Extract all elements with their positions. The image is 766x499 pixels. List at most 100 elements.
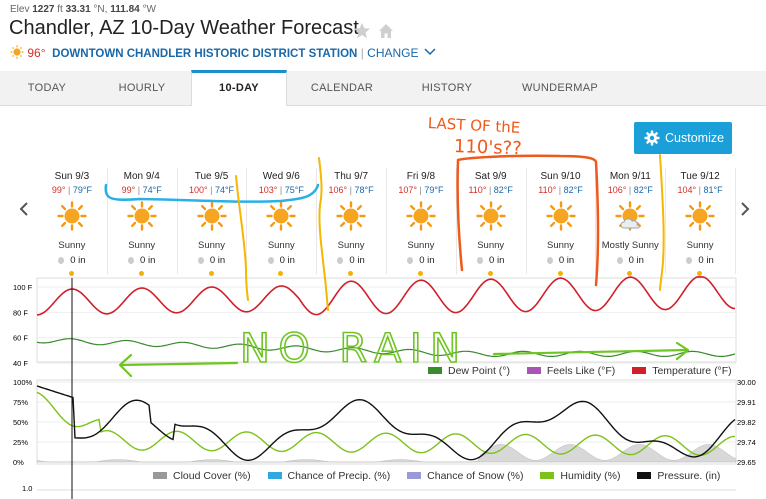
low-temp: 81°F xyxy=(703,185,723,195)
low-temp: 82°F xyxy=(563,185,583,195)
pct-chart-legend: Cloud Cover (%) Chance of Precip. (%) Ch… xyxy=(153,470,720,482)
low-temp: 74°F xyxy=(142,185,162,195)
legend-feels-like[interactable]: Feels Like (°F) xyxy=(526,365,615,377)
low-temp: 79°F xyxy=(424,185,444,195)
high-temp: 99° xyxy=(51,185,66,195)
legend-chance-of-precip[interactable]: Chance of Precip. (%) xyxy=(267,470,390,482)
day-card[interactable]: Tue 9/5 100° | 74°F Sunny 0 in xyxy=(177,168,248,276)
tab-wundermap[interactable]: WUNDERMAP xyxy=(521,82,599,94)
day-name: Wed 9/6 xyxy=(262,171,300,182)
day-card[interactable]: Mon 9/4 99° | 74°F Sunny 0 in xyxy=(107,168,178,276)
humidity-line xyxy=(36,391,736,456)
low-temp: 82°F xyxy=(493,185,513,195)
day-precip: 0 in xyxy=(665,255,735,266)
pct-axis-tick-label: 25% xyxy=(13,438,28,447)
day-temps: 99° | 74°F xyxy=(121,185,162,195)
day-condition: Sunny xyxy=(267,240,295,251)
day-forecast-strip: Sun 9/3 99° | 79°F Sunny 0 in Mon 9/4 99° | 7… xyxy=(37,168,736,276)
legend-temperature[interactable]: Temperature (°F) xyxy=(632,365,732,377)
chevron-down-icon xyxy=(424,48,436,56)
day-name: Thu 9/7 xyxy=(334,171,369,182)
day-marker xyxy=(69,271,74,276)
temp-axis-tick-label: 60 F xyxy=(13,334,28,343)
day-temps: 110° | 82°F xyxy=(468,185,513,195)
day-temps: 106° | 82°F xyxy=(607,185,653,195)
prev-days-arrow[interactable] xyxy=(19,200,29,221)
annotation-last-of-the: LAST OF thE xyxy=(427,114,520,137)
raindrop-icon xyxy=(337,257,344,264)
customize-button[interactable]: Customize xyxy=(634,122,732,154)
station-name[interactable]: DOWNTOWN CHANDLER HISTORIC DISTRICT STAT… xyxy=(52,48,358,60)
high-temp: 100° xyxy=(188,185,208,195)
sun-icon xyxy=(127,201,157,231)
day-card[interactable]: Sat 9/9 110° | 82°F Sunny 0 in xyxy=(456,168,527,276)
day-temps: 110° | 82°F xyxy=(538,185,583,195)
temperature-line xyxy=(36,276,736,316)
gear-icon xyxy=(644,130,660,146)
temp-chart-legend: Dew Point (°) Feels Like (°F) Temperatur… xyxy=(428,365,732,377)
day-marker xyxy=(278,271,284,276)
day-condition: Sunny xyxy=(128,240,156,251)
temp-axis-tick-label: 100 F xyxy=(13,283,33,292)
sun-icon xyxy=(545,201,576,231)
home-icon[interactable] xyxy=(378,23,394,39)
day-marker xyxy=(418,271,423,276)
tab-today[interactable]: TODAY xyxy=(27,82,67,94)
raindrop-icon xyxy=(477,257,484,264)
sun-icon xyxy=(196,201,227,231)
raindrop-icon xyxy=(128,257,135,264)
sun-icon xyxy=(336,201,366,231)
legend-pressure[interactable]: Pressure. (in) xyxy=(637,470,720,482)
station-elevation: Elev 1227 ft 33.31 °N, 111.84 °W xyxy=(10,4,156,15)
temp-axis-tick-label: 80 F xyxy=(13,308,28,317)
chevron-left-icon xyxy=(19,202,28,216)
day-card[interactable]: Sun 9/10 110° | 82°F Sunny 0 in xyxy=(526,168,597,276)
tab-calendar[interactable]: CALENDAR xyxy=(310,82,374,94)
day-marker xyxy=(208,271,214,276)
change-station-button[interactable]: CHANGE xyxy=(367,46,436,60)
raindrop-icon xyxy=(407,257,414,264)
day-precip: 0 in xyxy=(526,255,596,266)
tab-10-day[interactable]: 10-DAY xyxy=(191,70,287,106)
high-temp: 103° xyxy=(258,185,278,195)
legend-dew-point[interactable]: Dew Point (°) xyxy=(428,365,510,377)
raindrop-icon xyxy=(267,257,274,264)
legend-humidity[interactable]: Humidity (%) xyxy=(540,470,620,482)
day-precip: 0 in xyxy=(595,255,665,266)
legend-cloud-cover[interactable]: Cloud Cover (%) xyxy=(153,470,251,482)
day-temps: 100° | 74°F xyxy=(188,185,235,195)
next-days-arrow[interactable] xyxy=(740,200,750,221)
pressure-axis-tick-label: 29.65 xyxy=(737,458,756,467)
day-card[interactable]: Thu 9/7 106° | 78°F Sunny 0 in xyxy=(316,168,387,276)
pressure-axis-tick-label: 30.00 xyxy=(737,378,756,387)
raindrop-icon xyxy=(616,257,623,264)
precip-axis-tick-label: 1.0 xyxy=(22,484,32,493)
day-precip: 0 in xyxy=(37,255,107,266)
cloud-cover-area xyxy=(36,444,737,463)
sun-icon xyxy=(266,201,297,231)
day-name: Fri 9/8 xyxy=(406,171,436,182)
day-card[interactable]: Tue 9/12 104° | 81°F Sunny 0 in xyxy=(665,168,736,276)
current-temperature: 96° xyxy=(27,46,46,60)
day-name: Tue 9/5 xyxy=(194,171,229,182)
day-card[interactable]: Mon 9/11 106° | 82°F Mostly Sunny 0 in xyxy=(595,168,667,276)
day-name: Mon 9/4 xyxy=(123,171,160,182)
day-precip: 0 in xyxy=(386,255,456,266)
day-temps: 103° | 75°F xyxy=(258,185,304,195)
day-temps: 106° | 78°F xyxy=(328,185,374,195)
favorite-star-icon[interactable] xyxy=(353,22,371,40)
day-card[interactable]: Fri 9/8 107° | 79°F Sunny 0 in xyxy=(386,168,457,276)
day-card[interactable]: Wed 9/6 103° | 75°F Sunny 0 in xyxy=(246,168,318,276)
day-condition: Sunny xyxy=(198,240,225,251)
day-card[interactable]: Sun 9/3 99° | 79°F Sunny 0 in xyxy=(37,168,108,276)
legend-chance-of-snow[interactable]: Chance of Snow (%) xyxy=(407,470,523,482)
tab-hourly[interactable]: HOURLY xyxy=(118,82,166,94)
high-temp: 106° xyxy=(328,185,348,195)
day-temps: 99° | 79°F xyxy=(51,185,92,195)
day-precip: 0 in xyxy=(177,255,247,266)
sun-small-icon xyxy=(10,45,24,59)
low-temp: 74°F xyxy=(214,185,235,195)
chevron-right-icon xyxy=(741,202,750,216)
tab-history[interactable]: HISTORY xyxy=(421,82,473,94)
temp-axis-tick-label: 40 F xyxy=(13,359,28,368)
